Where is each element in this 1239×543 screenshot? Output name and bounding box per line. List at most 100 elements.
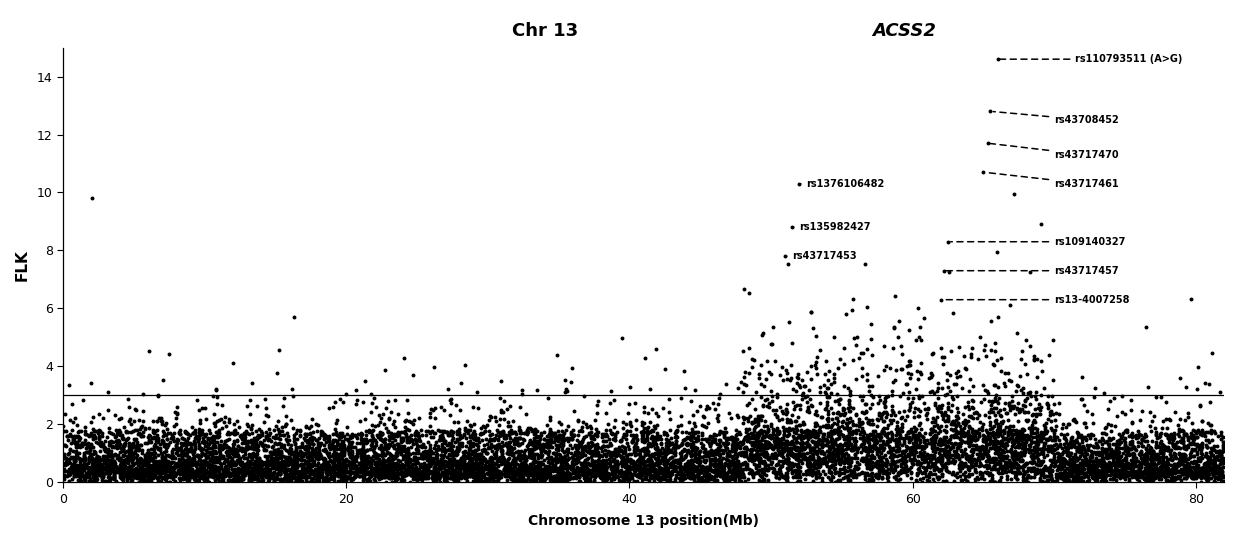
Point	[624, 447, 644, 456]
Point	[292, 470, 312, 478]
Point	[859, 387, 878, 395]
Point	[217, 448, 237, 457]
Point	[538, 470, 558, 478]
Point	[195, 466, 214, 475]
Point	[865, 471, 885, 479]
Point	[244, 475, 264, 483]
Point	[222, 456, 242, 465]
Point	[598, 472, 618, 481]
Point	[330, 451, 349, 459]
Point	[509, 434, 529, 443]
Point	[667, 472, 686, 481]
Point	[969, 411, 989, 420]
Point	[593, 458, 613, 467]
Point	[510, 427, 530, 435]
Point	[437, 467, 457, 476]
Point	[659, 472, 679, 481]
Point	[678, 439, 698, 447]
Point	[247, 434, 266, 443]
Point	[232, 463, 252, 472]
Point	[273, 426, 292, 435]
Point	[1125, 445, 1145, 453]
Point	[1118, 426, 1137, 434]
Point	[457, 451, 477, 460]
Point	[481, 468, 501, 477]
Point	[923, 441, 943, 450]
Point	[1192, 463, 1212, 472]
Point	[467, 403, 487, 412]
Point	[621, 456, 641, 464]
Point	[937, 450, 957, 458]
Point	[512, 458, 532, 467]
Point	[198, 439, 218, 448]
Point	[475, 476, 494, 485]
Point	[1206, 453, 1225, 462]
Point	[860, 454, 880, 463]
Point	[109, 437, 129, 445]
Point	[1116, 459, 1136, 468]
Point	[1020, 464, 1040, 473]
Point	[100, 458, 120, 467]
Point	[865, 436, 885, 445]
Point	[670, 458, 690, 467]
Point	[787, 434, 807, 443]
Point	[784, 450, 804, 459]
Point	[807, 442, 826, 451]
Point	[1115, 440, 1135, 449]
Point	[366, 476, 385, 485]
Point	[1016, 395, 1036, 404]
Text: rs110793511 (A>G): rs110793511 (A>G)	[1000, 54, 1183, 64]
Point	[520, 464, 540, 473]
Point	[859, 433, 878, 441]
Point	[422, 468, 442, 477]
Point	[824, 439, 844, 448]
Point	[157, 443, 177, 451]
Point	[606, 445, 626, 453]
Point	[147, 473, 167, 482]
Point	[209, 456, 229, 464]
Point	[1142, 453, 1162, 462]
Point	[110, 465, 130, 474]
Point	[229, 422, 249, 431]
Point	[672, 440, 691, 449]
Point	[432, 454, 452, 463]
Point	[280, 444, 300, 453]
Point	[387, 446, 406, 454]
Point	[990, 429, 1010, 438]
Point	[1009, 433, 1028, 442]
Point	[620, 473, 639, 482]
Point	[287, 454, 307, 463]
Point	[589, 465, 608, 473]
Point	[831, 457, 851, 466]
Point	[455, 430, 475, 438]
Point	[1131, 430, 1151, 439]
Point	[450, 458, 470, 467]
Point	[421, 458, 441, 466]
Point	[906, 336, 926, 344]
Point	[976, 441, 996, 450]
Point	[1139, 468, 1158, 477]
Point	[581, 432, 601, 440]
Point	[620, 420, 639, 428]
Point	[985, 416, 1005, 425]
Point	[798, 430, 818, 439]
Point	[632, 421, 652, 430]
Point	[327, 444, 347, 453]
Point	[493, 428, 513, 437]
Point	[76, 448, 95, 457]
Point	[342, 439, 362, 448]
Point	[234, 438, 254, 446]
Point	[575, 478, 595, 487]
Point	[1165, 460, 1184, 469]
Point	[1136, 463, 1156, 472]
Point	[872, 469, 892, 477]
Point	[242, 435, 261, 444]
Point	[1191, 466, 1211, 475]
Point	[1165, 430, 1184, 439]
Point	[1208, 473, 1228, 482]
Point	[372, 441, 392, 450]
Point	[849, 469, 869, 478]
Point	[488, 427, 508, 436]
Point	[903, 393, 923, 402]
Point	[553, 433, 572, 441]
